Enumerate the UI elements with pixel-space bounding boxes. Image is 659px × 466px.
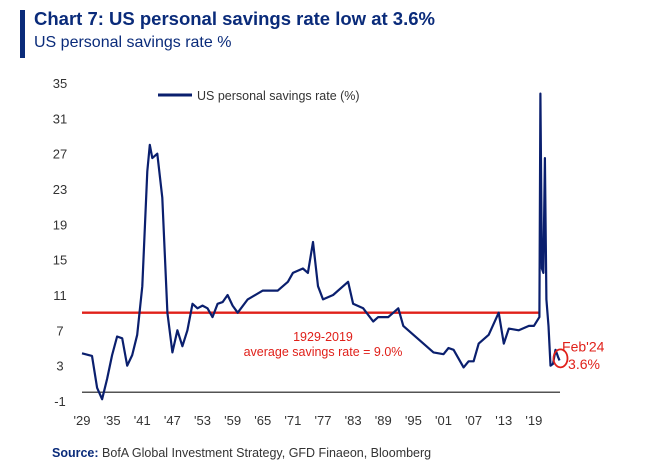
x-tick-label: '95	[405, 413, 422, 428]
latest-point-highlight	[552, 348, 569, 369]
latest-annotation-date: Feb'24	[562, 339, 605, 355]
series-line-savings-rate	[81, 92, 561, 401]
average-annotation-value: average savings rate = 9.0%	[244, 345, 403, 359]
y-tick-label: 19	[53, 217, 67, 232]
x-tick-label: '53	[194, 413, 211, 428]
legend-label: US personal savings rate (%)	[197, 89, 360, 103]
y-tick-label: 3	[56, 359, 63, 374]
x-tick-label: '89	[375, 413, 392, 428]
chart-subtitle: US personal savings rate %	[34, 34, 232, 51]
y-tick-label: 7	[56, 323, 63, 338]
average-annotation-period: 1929-2019	[293, 330, 353, 344]
legend: US personal savings rate (%)	[158, 89, 360, 103]
y-tick-label: 11	[53, 288, 67, 303]
source-text: BofA Global Investment Strategy, GFD Fin…	[102, 446, 432, 460]
x-tick-label: '65	[254, 413, 271, 428]
x-tick-label: '35	[104, 413, 121, 428]
x-tick-label: '47	[164, 413, 181, 428]
latest-annotation-value: 3.6%	[568, 356, 600, 372]
y-tick-label: 23	[53, 182, 67, 197]
x-tick-label: '01	[435, 413, 452, 428]
x-axis-ticks: '29 '35 '41 '47 '53 '59 '65 '71 '77 '83 '89 '95 '01 '…	[74, 413, 543, 428]
y-tick-label: 35	[53, 76, 67, 91]
title-accent-bar	[20, 10, 25, 58]
x-tick-label: '71	[284, 413, 301, 428]
x-tick-label: '41	[134, 413, 151, 428]
x-tick-label: '07	[465, 413, 482, 428]
x-tick-label: '13	[495, 413, 512, 428]
x-tick-label: '59	[224, 413, 241, 428]
y-tick-label: 15	[53, 253, 67, 268]
y-tick-label: 31	[53, 111, 67, 126]
source-label: Source:	[52, 446, 99, 460]
x-tick-label: '19	[525, 413, 542, 428]
y-axis-ticks: 35 31 27 23 19 15 11 7 3 -1	[53, 76, 67, 409]
source-note: Source: BofA Global Investment Strategy,…	[52, 446, 431, 460]
y-tick-label: -1	[54, 394, 66, 409]
chart-title: Chart 7: US personal savings rate low at…	[34, 8, 435, 29]
x-tick-label: '29	[74, 413, 91, 428]
y-tick-label: 27	[53, 147, 67, 162]
x-tick-label: '83	[345, 413, 362, 428]
x-tick-label: '77	[315, 413, 332, 428]
